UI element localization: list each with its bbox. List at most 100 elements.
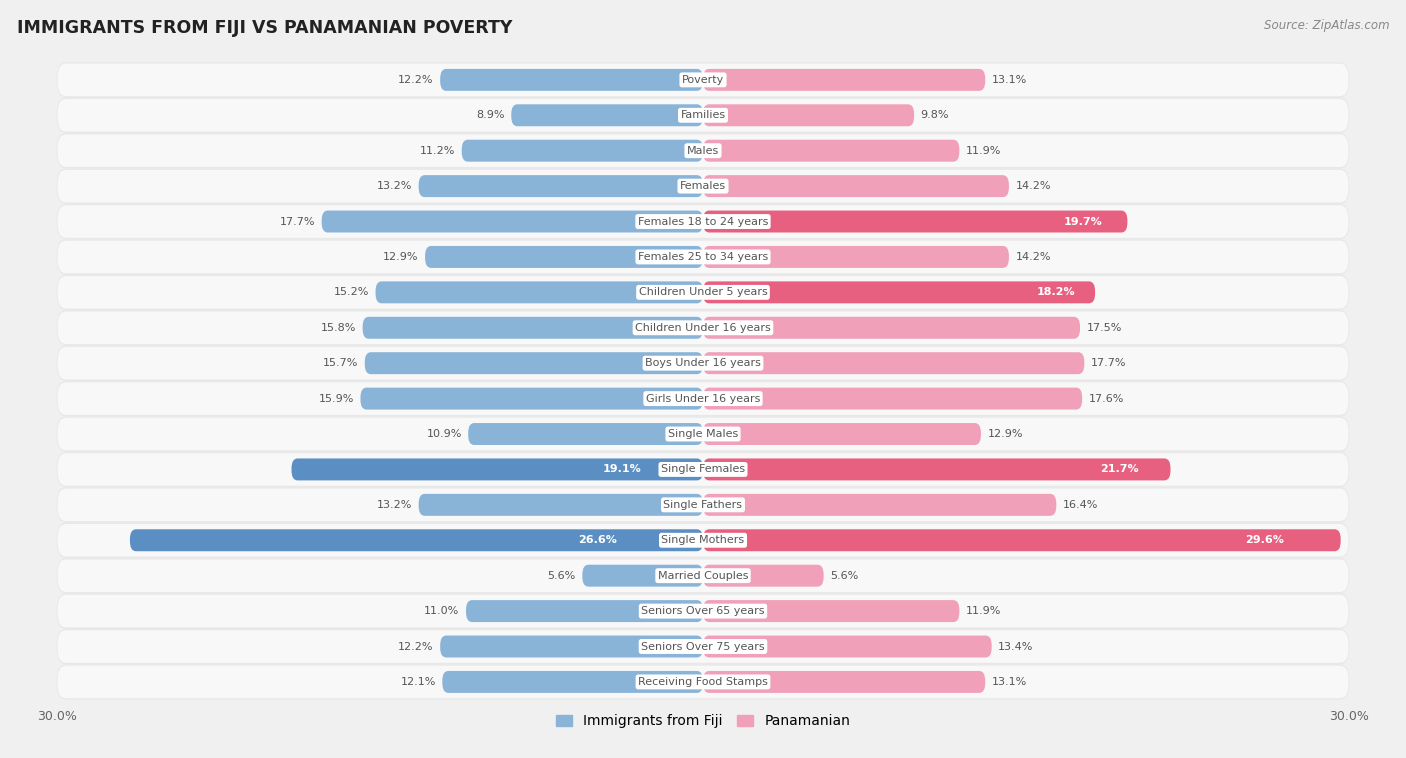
Text: 17.6%: 17.6% [1088, 393, 1123, 403]
FancyBboxPatch shape [56, 381, 1350, 416]
FancyBboxPatch shape [461, 139, 703, 161]
Text: Females 18 to 24 years: Females 18 to 24 years [638, 217, 768, 227]
Text: Single Fathers: Single Fathers [664, 500, 742, 510]
FancyBboxPatch shape [425, 246, 703, 268]
FancyBboxPatch shape [56, 310, 1350, 346]
FancyBboxPatch shape [56, 558, 1350, 594]
FancyBboxPatch shape [364, 352, 703, 374]
FancyBboxPatch shape [58, 630, 1348, 662]
FancyBboxPatch shape [58, 559, 1348, 592]
Text: 5.6%: 5.6% [548, 571, 576, 581]
FancyBboxPatch shape [56, 346, 1350, 381]
Text: 12.2%: 12.2% [398, 75, 433, 85]
FancyBboxPatch shape [58, 489, 1348, 522]
FancyBboxPatch shape [443, 671, 703, 693]
FancyBboxPatch shape [703, 565, 824, 587]
FancyBboxPatch shape [56, 629, 1350, 664]
Text: 29.6%: 29.6% [1246, 535, 1284, 545]
FancyBboxPatch shape [58, 64, 1348, 96]
FancyBboxPatch shape [703, 352, 1084, 374]
Text: Children Under 5 years: Children Under 5 years [638, 287, 768, 297]
FancyBboxPatch shape [56, 133, 1350, 168]
FancyBboxPatch shape [58, 312, 1348, 344]
Text: Females 25 to 34 years: Females 25 to 34 years [638, 252, 768, 262]
FancyBboxPatch shape [703, 317, 1080, 339]
FancyBboxPatch shape [703, 211, 1128, 233]
Text: 15.7%: 15.7% [323, 359, 359, 368]
Text: Males: Males [688, 146, 718, 155]
Text: Married Couples: Married Couples [658, 571, 748, 581]
FancyBboxPatch shape [56, 416, 1350, 452]
FancyBboxPatch shape [465, 600, 703, 622]
FancyBboxPatch shape [129, 529, 703, 551]
FancyBboxPatch shape [58, 453, 1348, 486]
FancyBboxPatch shape [582, 565, 703, 587]
Text: Seniors Over 75 years: Seniors Over 75 years [641, 641, 765, 652]
Text: 15.8%: 15.8% [321, 323, 356, 333]
FancyBboxPatch shape [56, 594, 1350, 629]
Text: Boys Under 16 years: Boys Under 16 years [645, 359, 761, 368]
FancyBboxPatch shape [703, 105, 914, 127]
Text: 13.1%: 13.1% [991, 677, 1026, 687]
FancyBboxPatch shape [56, 62, 1350, 98]
Text: 17.7%: 17.7% [280, 217, 315, 227]
FancyBboxPatch shape [703, 175, 1010, 197]
Text: 15.2%: 15.2% [333, 287, 368, 297]
FancyBboxPatch shape [58, 595, 1348, 628]
FancyBboxPatch shape [322, 211, 703, 233]
Text: 13.1%: 13.1% [991, 75, 1026, 85]
FancyBboxPatch shape [58, 170, 1348, 202]
FancyBboxPatch shape [363, 317, 703, 339]
FancyBboxPatch shape [58, 347, 1348, 380]
Text: 12.2%: 12.2% [398, 641, 433, 652]
FancyBboxPatch shape [58, 134, 1348, 167]
FancyBboxPatch shape [58, 205, 1348, 238]
Text: 9.8%: 9.8% [921, 110, 949, 121]
Text: 16.4%: 16.4% [1063, 500, 1098, 510]
FancyBboxPatch shape [58, 240, 1348, 273]
FancyBboxPatch shape [440, 635, 703, 657]
Text: 10.9%: 10.9% [426, 429, 461, 439]
Text: 19.1%: 19.1% [603, 465, 641, 475]
Text: 5.6%: 5.6% [830, 571, 858, 581]
Text: 15.9%: 15.9% [319, 393, 354, 403]
Text: Single Females: Single Females [661, 465, 745, 475]
FancyBboxPatch shape [56, 168, 1350, 204]
Text: 13.2%: 13.2% [377, 500, 412, 510]
FancyBboxPatch shape [703, 459, 1170, 481]
Text: 26.6%: 26.6% [578, 535, 617, 545]
Text: 17.7%: 17.7% [1091, 359, 1126, 368]
FancyBboxPatch shape [56, 98, 1350, 133]
Text: 11.0%: 11.0% [425, 606, 460, 616]
Text: 21.7%: 21.7% [1101, 465, 1139, 475]
FancyBboxPatch shape [56, 664, 1350, 700]
Text: Families: Families [681, 110, 725, 121]
FancyBboxPatch shape [703, 529, 1341, 551]
Text: Source: ZipAtlas.com: Source: ZipAtlas.com [1264, 19, 1389, 32]
FancyBboxPatch shape [56, 452, 1350, 487]
FancyBboxPatch shape [703, 494, 1056, 516]
FancyBboxPatch shape [440, 69, 703, 91]
Text: 17.5%: 17.5% [1087, 323, 1122, 333]
FancyBboxPatch shape [58, 276, 1348, 309]
FancyBboxPatch shape [703, 281, 1095, 303]
FancyBboxPatch shape [56, 204, 1350, 240]
Text: 19.7%: 19.7% [1064, 217, 1102, 227]
FancyBboxPatch shape [58, 418, 1348, 450]
Text: 12.9%: 12.9% [987, 429, 1024, 439]
Text: 14.2%: 14.2% [1015, 181, 1050, 191]
FancyBboxPatch shape [703, 600, 959, 622]
FancyBboxPatch shape [419, 494, 703, 516]
Text: 12.1%: 12.1% [401, 677, 436, 687]
Text: Females: Females [681, 181, 725, 191]
Text: 8.9%: 8.9% [477, 110, 505, 121]
FancyBboxPatch shape [703, 69, 986, 91]
Text: Seniors Over 65 years: Seniors Over 65 years [641, 606, 765, 616]
Text: Single Males: Single Males [668, 429, 738, 439]
Text: 11.9%: 11.9% [966, 606, 1001, 616]
FancyBboxPatch shape [703, 671, 986, 693]
Text: 14.2%: 14.2% [1015, 252, 1050, 262]
FancyBboxPatch shape [56, 487, 1350, 522]
FancyBboxPatch shape [419, 175, 703, 197]
FancyBboxPatch shape [58, 524, 1348, 556]
